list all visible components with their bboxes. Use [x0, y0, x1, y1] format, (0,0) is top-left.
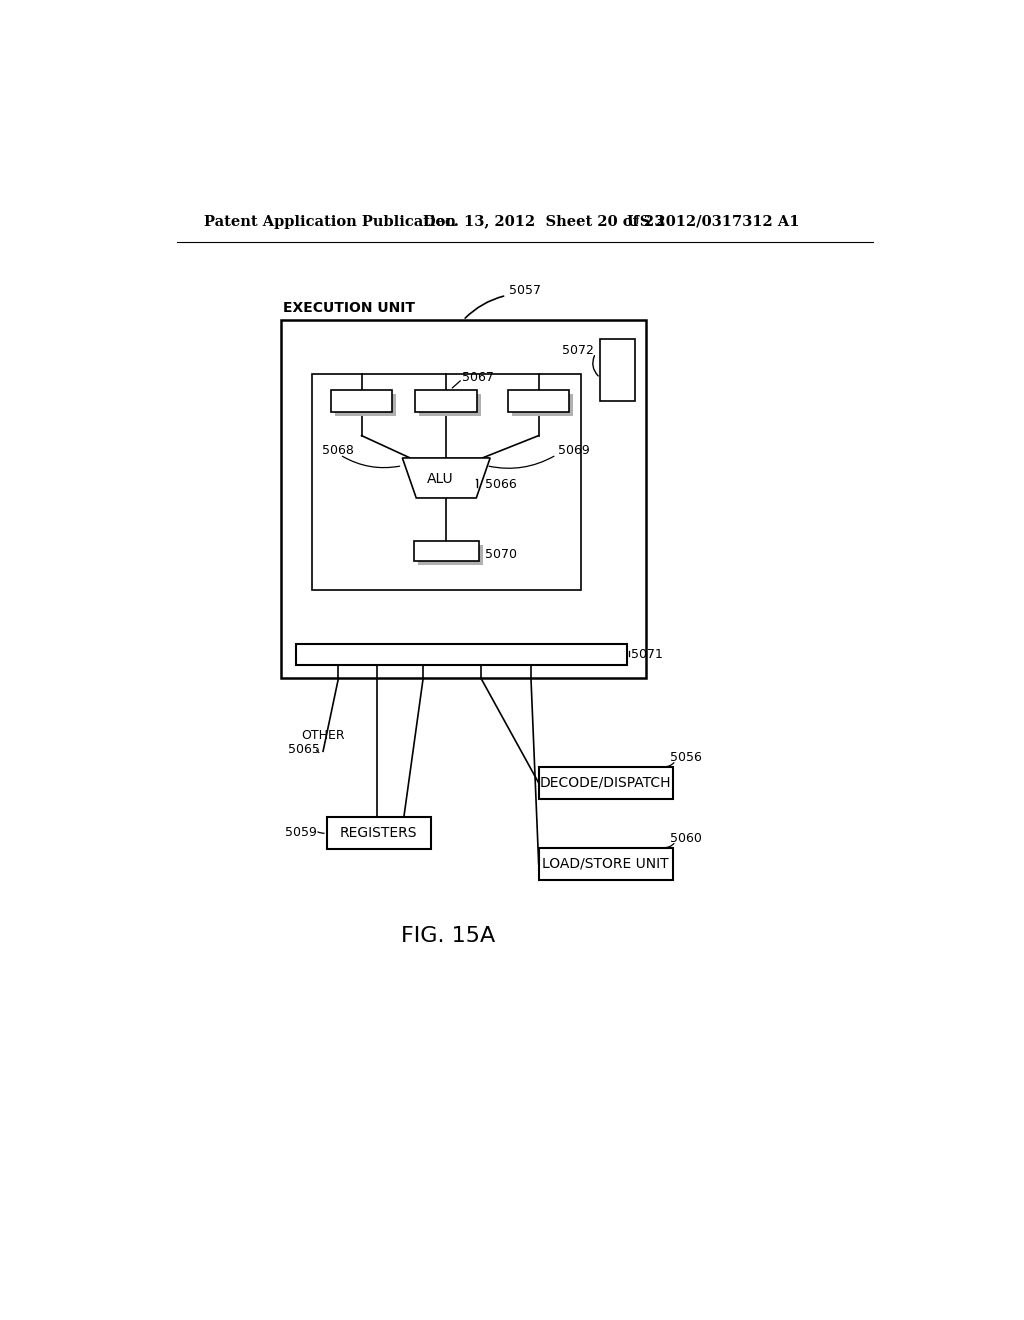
Text: 5066: 5066: [484, 478, 516, 491]
Text: 5067: 5067: [462, 371, 494, 384]
Bar: [418, 545, 483, 565]
Bar: [512, 395, 573, 416]
Bar: [414, 541, 479, 561]
Text: 5065: 5065: [289, 743, 321, 756]
Text: Patent Application Publication: Patent Application Publication: [204, 215, 456, 228]
Text: 5059: 5059: [285, 826, 316, 840]
Bar: [539, 847, 674, 880]
Bar: [327, 817, 431, 849]
Text: FIG. 15A: FIG. 15A: [400, 927, 495, 946]
Text: EXECUTION UNIT: EXECUTION UNIT: [283, 301, 415, 315]
Bar: [539, 767, 674, 799]
Text: 5071: 5071: [631, 648, 663, 661]
Bar: [419, 395, 481, 416]
Bar: [416, 391, 477, 412]
Text: REGISTERS: REGISTERS: [340, 826, 417, 840]
Bar: [335, 395, 396, 416]
Text: US 2012/0317312 A1: US 2012/0317312 A1: [628, 215, 800, 228]
Bar: [296, 644, 628, 665]
Text: 5072: 5072: [562, 345, 594, 358]
Text: 5057: 5057: [509, 284, 542, 297]
Text: 5070: 5070: [484, 548, 517, 561]
Bar: [508, 391, 569, 412]
Text: Dec. 13, 2012  Sheet 20 of 23: Dec. 13, 2012 Sheet 20 of 23: [423, 215, 665, 228]
Bar: [600, 339, 635, 401]
Text: 5056: 5056: [670, 751, 701, 764]
Text: ALU: ALU: [427, 473, 454, 487]
Polygon shape: [402, 458, 490, 498]
Text: LOAD/STORE UNIT: LOAD/STORE UNIT: [543, 857, 669, 871]
Bar: [331, 391, 392, 412]
Text: DECODE/DISPATCH: DECODE/DISPATCH: [540, 776, 672, 789]
Text: 5068: 5068: [322, 445, 353, 458]
Text: OTHER: OTHER: [301, 730, 345, 742]
Bar: [281, 321, 646, 678]
Text: 5069: 5069: [558, 445, 590, 458]
Bar: [311, 374, 581, 590]
Text: 5060: 5060: [670, 832, 701, 845]
